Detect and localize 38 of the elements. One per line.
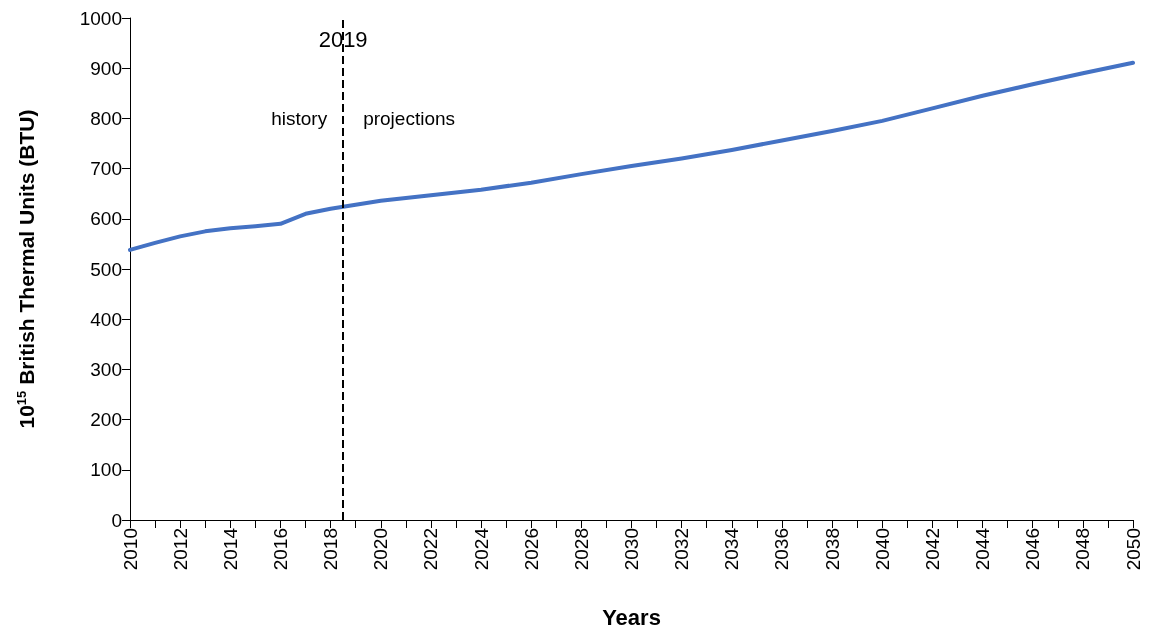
x-tick-label: 2020 <box>370 528 392 571</box>
x-tick-label: 2024 <box>470 527 492 571</box>
y-tick-label: 1000 <box>79 7 122 29</box>
x-tick-label: 2048 <box>1072 528 1094 571</box>
x-tick-label: 2010 <box>119 528 141 571</box>
x-tick-label: 2044 <box>972 527 994 571</box>
x-tick-label: 2026 <box>520 528 542 571</box>
y-tick-label: 700 <box>90 158 122 180</box>
x-tick-label: 2016 <box>269 528 291 571</box>
x-tick-label: 2012 <box>169 528 191 571</box>
x-tick-label: 2028 <box>570 528 592 571</box>
annotation: history <box>271 107 328 129</box>
x-tick-label: 2038 <box>821 528 843 571</box>
y-tick-label: 0 <box>111 509 122 531</box>
y-tick-label: 800 <box>90 107 122 129</box>
x-tick-label: 2022 <box>420 528 442 571</box>
y-tick-label: 900 <box>90 57 122 79</box>
x-axis-title: Years <box>602 604 661 630</box>
x-tick-label: 2042 <box>921 528 943 571</box>
x-tick-label: 2018 <box>320 528 342 571</box>
y-tick-label: 400 <box>90 308 122 330</box>
y-tick-label: 200 <box>90 409 122 431</box>
x-tick-label: 2034 <box>721 527 743 571</box>
line-series <box>128 60 1135 252</box>
y-tick-label: 100 <box>90 459 122 481</box>
x-tick-label: 2046 <box>1022 528 1044 571</box>
x-tick-label: 2040 <box>871 528 893 571</box>
y-tick-label: 500 <box>90 258 122 280</box>
y-tick-label: 300 <box>90 358 122 380</box>
x-tick-label: 2036 <box>771 528 793 571</box>
x-tick-label: 2050 <box>1122 528 1144 571</box>
x-tick-label: 2032 <box>671 528 693 571</box>
annotation: projections <box>363 107 456 129</box>
ref-line-label: 2019 <box>318 26 368 52</box>
x-tick-label: 2030 <box>621 528 642 571</box>
x-tick-label: 2014 <box>219 527 241 571</box>
y-axis-title: 1015 British Thermal Units (BTU) <box>14 109 38 429</box>
y-tick-label: 600 <box>90 208 122 230</box>
